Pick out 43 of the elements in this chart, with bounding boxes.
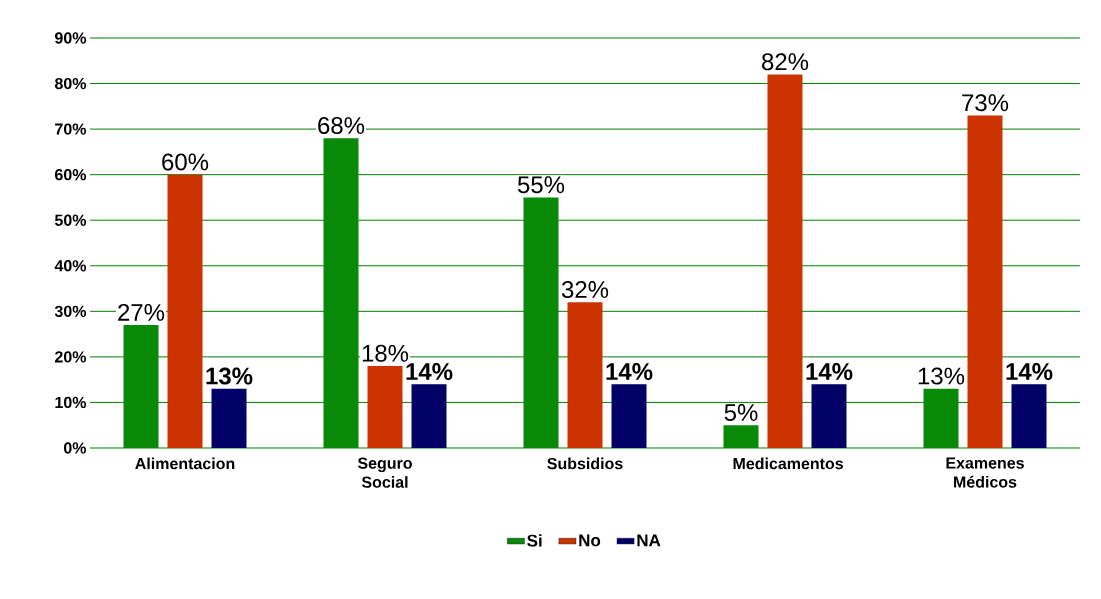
y-tick-label: 0% bbox=[63, 442, 87, 454]
data-label: 18% bbox=[362, 344, 409, 362]
data-label: 5% bbox=[724, 404, 758, 422]
x-tick-label: Medicamentos bbox=[733, 457, 843, 470]
data-label: 60% bbox=[162, 153, 209, 171]
legend-label: No bbox=[579, 534, 601, 547]
data-label: 73% bbox=[962, 94, 1009, 112]
legend-label: NA bbox=[637, 534, 661, 547]
data-label: 14% bbox=[806, 363, 853, 381]
bar bbox=[1011, 384, 1047, 448]
y-tick-label: 40% bbox=[54, 260, 87, 272]
data-label: 14% bbox=[406, 363, 453, 381]
bar bbox=[167, 174, 203, 448]
x-tick-label: Alimentacion bbox=[135, 457, 235, 470]
data-label: 14% bbox=[606, 363, 653, 381]
data-label: 82% bbox=[762, 53, 809, 71]
bar bbox=[411, 384, 447, 448]
data-label: 13% bbox=[918, 367, 965, 385]
bar bbox=[767, 74, 803, 448]
x-tick-label: Examenes Médicos bbox=[946, 457, 1024, 488]
y-tick-label: 30% bbox=[54, 305, 87, 317]
bar bbox=[811, 384, 847, 448]
bar bbox=[211, 388, 247, 448]
bar bbox=[967, 115, 1003, 448]
legend-label: Si bbox=[527, 534, 542, 547]
data-label: 55% bbox=[517, 176, 565, 194]
x-tick-label: Seguro Social bbox=[357, 457, 412, 488]
data-label: 27% bbox=[118, 303, 165, 321]
y-tick-label: 20% bbox=[55, 351, 87, 363]
data-label: 32% bbox=[561, 281, 609, 299]
bar bbox=[611, 384, 647, 448]
data-label: 14% bbox=[1006, 363, 1053, 381]
data-label: 68% bbox=[318, 117, 365, 135]
y-tick-label: 90% bbox=[55, 32, 87, 44]
bar bbox=[367, 365, 403, 448]
bar bbox=[567, 302, 603, 448]
y-tick-label: 50% bbox=[54, 214, 87, 226]
y-tick-label: 60% bbox=[55, 169, 87, 181]
x-tick-label: Subsidios bbox=[547, 457, 623, 470]
data-label: 13% bbox=[206, 367, 253, 385]
y-tick-label: 70% bbox=[55, 123, 87, 135]
y-tick-label: 80% bbox=[54, 77, 87, 90]
y-tick-label: 10% bbox=[55, 396, 87, 409]
